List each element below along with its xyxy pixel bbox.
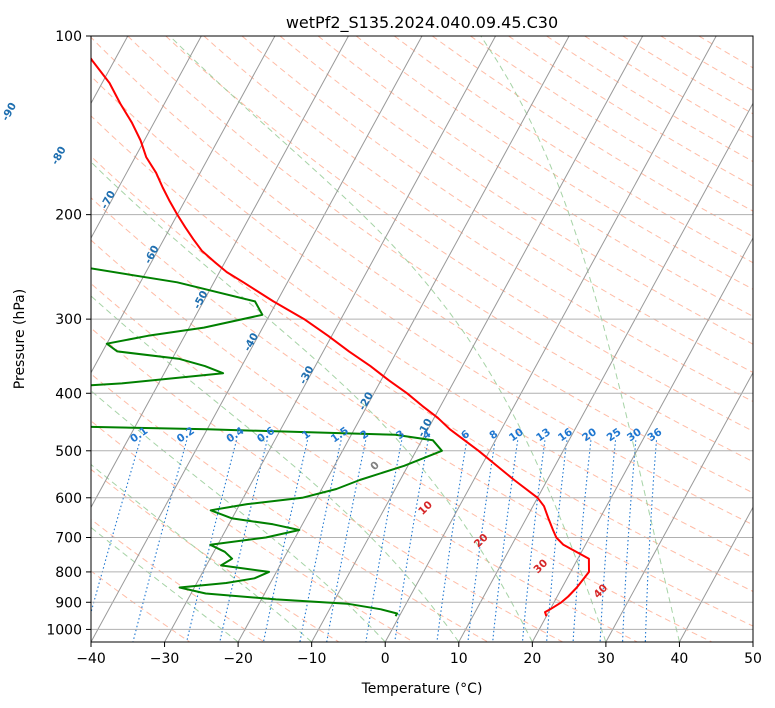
- x-axis-label: Temperature (°C): [361, 681, 483, 697]
- isotherm: [237, 36, 570, 642]
- isotherm: [164, 36, 496, 642]
- mixing-ratio-line: [521, 440, 546, 642]
- moist-adiabat: [91, 161, 533, 642]
- mixing-ratio-line: [132, 440, 188, 642]
- dry-adiabat: [91, 327, 563, 642]
- x-tick-label: 0: [381, 651, 390, 667]
- isotherm: [91, 36, 276, 374]
- moist-adiabat: [480, 36, 680, 642]
- y-tick-label: 600: [55, 491, 82, 507]
- dry-adiabat: [546, 36, 753, 163]
- y-axis-label: Pressure (hPa): [12, 289, 28, 389]
- x-tick-label: 20: [523, 651, 541, 667]
- mixing-ratio-line: [219, 440, 268, 642]
- x-tick-label: 30: [597, 651, 615, 667]
- x-tick-label: −10: [297, 651, 327, 667]
- x-tick-label: 40: [671, 651, 689, 667]
- dry-adiabat: [165, 36, 753, 432]
- isotherm: [605, 371, 753, 642]
- y-tick-label: 700: [55, 531, 82, 547]
- mixing-ratio-line: [492, 440, 519, 642]
- y-tick-label: 500: [55, 444, 82, 460]
- dry-adiabat: [91, 373, 489, 642]
- y-tick-label: 100: [55, 29, 82, 45]
- dry-adiabat: [432, 36, 753, 238]
- mixing-ratio-line: [91, 440, 141, 615]
- isotherm: [458, 102, 753, 642]
- isotherm: [384, 36, 717, 642]
- dry-adiabat: [355, 36, 753, 290]
- mixing-ratio-line: [262, 440, 309, 642]
- isotherm: [91, 36, 423, 642]
- x-tick-label: 50: [744, 651, 762, 667]
- moist-adiabat: [169, 36, 607, 642]
- mixing-ratio-line: [546, 440, 568, 642]
- y-tick-label: 800: [55, 565, 82, 581]
- dry-adiabat: [91, 468, 340, 642]
- mixing-ratio-line: [644, 440, 658, 642]
- isotherm: [531, 236, 753, 642]
- dry-adiabat: [91, 282, 638, 642]
- mixing-ratio-line: [572, 440, 592, 642]
- x-tick-label: −40: [76, 651, 106, 667]
- plot-background: [91, 36, 753, 642]
- mixing-ratio-line: [186, 440, 238, 642]
- dry-adiabat: [470, 36, 753, 212]
- isotherm-label: -90: [0, 101, 19, 123]
- isotherm: [752, 640, 753, 642]
- y-tick-label: 1000: [46, 622, 82, 638]
- y-tick-label: 300: [55, 312, 82, 328]
- x-tick-label: −30: [150, 651, 180, 667]
- isotherm-label: -80: [49, 144, 69, 166]
- mixing-ratio-line: [599, 440, 617, 642]
- chart-title: wetPf2_S135.2024.040.09.45.C30: [286, 13, 558, 33]
- dry-adiabat: [91, 75, 753, 526]
- moist-adiabat: [91, 390, 386, 642]
- dry-adiabat: [91, 518, 265, 642]
- x-tick-label: −20: [223, 651, 253, 667]
- y-tick-label: 900: [55, 595, 82, 611]
- temperature-profile-line: [91, 56, 590, 617]
- isotherm: [679, 506, 753, 642]
- dry-adiabat: [91, 115, 753, 559]
- dry-adiabat: [91, 239, 713, 642]
- dry-adiabat: [91, 420, 414, 642]
- isotherm: [311, 36, 644, 642]
- moist-adiabat: [91, 295, 460, 642]
- dewpoint-profile-line: [91, 267, 443, 617]
- isotherm: [91, 36, 349, 509]
- y-tick-label: 400: [55, 386, 82, 402]
- x-tick-label: 10: [450, 651, 468, 667]
- dry-adiabat: [279, 36, 753, 345]
- dry-adiabat: [241, 36, 753, 374]
- isotherm: [91, 36, 202, 240]
- plot-frame: [90, 35, 754, 643]
- dry-adiabat: [584, 36, 753, 139]
- y-tick-label: 200: [55, 208, 82, 224]
- dry-adiabat: [127, 36, 753, 463]
